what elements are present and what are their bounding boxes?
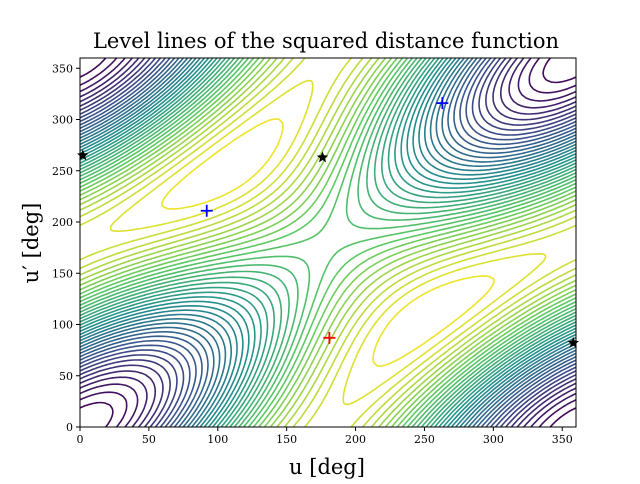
contour-level-line bbox=[80, 58, 576, 427]
contour-level-line bbox=[80, 58, 576, 427]
contour-level-line bbox=[80, 58, 576, 427]
x-tick-label: 50 bbox=[142, 433, 156, 446]
plus-marker bbox=[436, 97, 449, 110]
contour-level-line bbox=[161, 118, 495, 367]
contour-level-line bbox=[80, 58, 576, 427]
x-tick-label: 350 bbox=[552, 433, 573, 446]
marker-layer bbox=[77, 97, 579, 348]
contour-level-line bbox=[80, 58, 576, 427]
contour-lines bbox=[80, 58, 576, 427]
contour-level-line bbox=[80, 58, 576, 427]
contour-level-line bbox=[80, 58, 576, 427]
x-tick-label: 250 bbox=[414, 433, 435, 446]
star-marker bbox=[316, 151, 329, 163]
contour-level-line bbox=[80, 58, 576, 427]
x-tick-label: 300 bbox=[483, 433, 504, 446]
contour-level-line bbox=[80, 58, 576, 427]
y-tick-label: 200 bbox=[52, 216, 73, 229]
y-tick-label: 50 bbox=[59, 370, 73, 383]
contour-level-line bbox=[80, 58, 576, 427]
contour-level-line bbox=[80, 58, 576, 427]
contour-level-line bbox=[80, 58, 576, 427]
x-tick-label: 100 bbox=[207, 433, 228, 446]
star-marker bbox=[567, 336, 579, 348]
contour-level-line bbox=[80, 58, 576, 427]
contour-level-line bbox=[80, 58, 576, 427]
y-axis-ticks: 0 50 100 150 200 250 300 350 bbox=[52, 62, 80, 434]
contour-level-line bbox=[80, 58, 576, 427]
plot-frame bbox=[79, 57, 577, 428]
x-axis-ticks: 0 50 100 150 200 250 300 350 bbox=[77, 427, 573, 446]
contour-level-line bbox=[80, 58, 576, 427]
contour-level-line bbox=[80, 58, 576, 427]
contour-level-line bbox=[80, 58, 576, 427]
contour-level-line bbox=[80, 58, 576, 427]
contour-level-line bbox=[80, 58, 576, 427]
y-tick-label: 100 bbox=[52, 319, 73, 332]
contour-level-line bbox=[80, 58, 576, 427]
chart-title: Level lines of the squared distance func… bbox=[93, 29, 559, 53]
x-axis-label: u [deg] bbox=[289, 455, 365, 479]
contour-level-line bbox=[80, 58, 576, 427]
x-tick-label: 150 bbox=[276, 433, 297, 446]
y-tick-label: 300 bbox=[52, 114, 73, 127]
x-tick-label: 0 bbox=[77, 433, 84, 446]
y-tick-label: 250 bbox=[52, 165, 73, 178]
x-tick-label: 200 bbox=[345, 433, 366, 446]
star-marker bbox=[77, 149, 89, 161]
plus-marker bbox=[323, 331, 336, 344]
contour-level-line bbox=[80, 58, 576, 427]
y-tick-label: 350 bbox=[52, 62, 73, 75]
contour-level-line bbox=[80, 58, 576, 427]
contour-level-line bbox=[80, 58, 576, 427]
y-axis-label: u′ [deg] bbox=[19, 203, 43, 284]
contour-level-line bbox=[109, 79, 547, 406]
plus-marker bbox=[200, 204, 213, 217]
y-tick-label: 150 bbox=[52, 267, 73, 280]
contour-level-line bbox=[80, 58, 576, 427]
contour-level-line bbox=[80, 58, 576, 427]
contour-level-line bbox=[80, 58, 576, 427]
contour-level-line bbox=[80, 58, 576, 427]
contour-level-line bbox=[80, 58, 576, 427]
y-tick-label: 0 bbox=[66, 421, 73, 434]
